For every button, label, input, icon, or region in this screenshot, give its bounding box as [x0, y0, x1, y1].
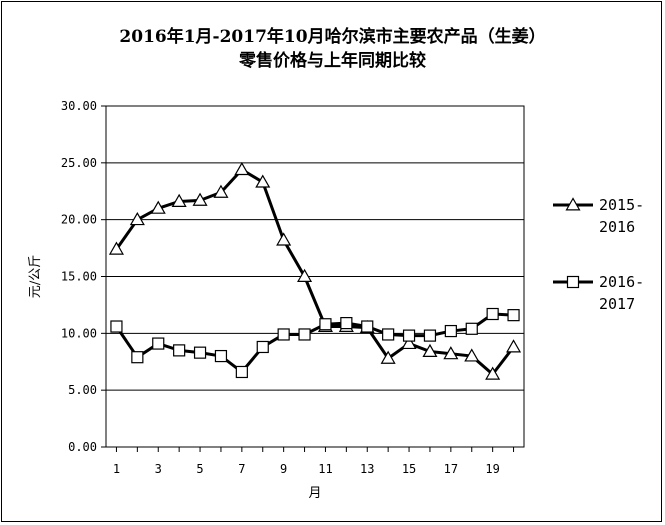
- y-tick-label: 30.00: [61, 99, 97, 113]
- data-point: [213, 184, 229, 198]
- data-point: [131, 351, 144, 364]
- x-tick-label: 17: [444, 462, 458, 476]
- data-point: [297, 268, 313, 282]
- y-tick-label: 15.00: [61, 270, 97, 284]
- data-point: [443, 346, 459, 360]
- x-tick-label: 15: [402, 462, 416, 476]
- y-axis-label: 元/公斤: [28, 255, 43, 298]
- data-point: [506, 339, 522, 353]
- y-tick-label: 0.00: [68, 440, 97, 454]
- data-point: [193, 346, 207, 359]
- series-1: [108, 161, 522, 380]
- legend-marker: [566, 275, 580, 289]
- x-tick-label: 3: [155, 462, 162, 476]
- data-point: [402, 329, 416, 342]
- data-point: [423, 329, 437, 342]
- data-point: [171, 193, 187, 207]
- data-point: [256, 340, 269, 354]
- data-point: [319, 318, 332, 331]
- data-point: [214, 349, 228, 363]
- data-point: [422, 343, 438, 357]
- chart-title-line-2: 零售价格与上年同期比较: [239, 51, 426, 71]
- x-tick-label: 7: [238, 462, 245, 476]
- data-point: [152, 337, 165, 350]
- data-point: [150, 200, 166, 214]
- legend-marker: [565, 197, 581, 211]
- y-tick-label: 5.00: [68, 383, 97, 397]
- series-2: [110, 307, 520, 379]
- data-point: [192, 192, 208, 206]
- legend-label: 2016-: [599, 273, 644, 291]
- data-point: [235, 365, 248, 379]
- data-point: [108, 241, 124, 255]
- data-point: [485, 366, 501, 380]
- grid-lines: [106, 105, 524, 448]
- data-point: [465, 322, 478, 335]
- data-point: [255, 174, 271, 188]
- x-axis-label: 月: [308, 486, 321, 501]
- legend-label: 2016: [599, 218, 635, 236]
- x-tick-label: 13: [360, 462, 374, 476]
- x-tick-label: 1: [113, 462, 120, 476]
- data-point: [277, 328, 290, 341]
- data-point: [129, 211, 145, 226]
- data-point: [486, 307, 499, 321]
- series-line: [115, 312, 514, 374]
- chart-title-line-1: 2016年1月-2017年10月哈尔滨市主要农产品（生姜）: [119, 27, 546, 47]
- data-point: [380, 350, 396, 364]
- x-tick-label: 5: [196, 462, 203, 476]
- legend-label: 2017: [599, 295, 635, 313]
- legend: 2015- 2016 2016- 2017: [553, 196, 644, 313]
- data-point: [276, 232, 292, 246]
- data-point: [401, 335, 417, 350]
- x-axis-ticks: 1 3 5 7 9 11 13 15 17 19: [113, 447, 515, 476]
- data-point: [110, 320, 123, 333]
- series-layer: [108, 161, 522, 380]
- data-point: [382, 328, 395, 341]
- legend-item-2: 2016- 2017: [553, 273, 644, 313]
- x-tick-label: 11: [318, 462, 332, 476]
- data-point: [173, 344, 186, 357]
- y-axis-ticks: 0.00 5.00 10.00 15.00 20.00 25.00 30.00: [61, 99, 106, 454]
- data-point: [298, 328, 311, 341]
- x-tick-label: 19: [485, 462, 499, 476]
- x-tick-label: 9: [280, 462, 287, 476]
- legend-item-1: 2015- 2016: [553, 196, 644, 236]
- data-point: [464, 348, 480, 362]
- y-tick-label: 20.00: [61, 213, 97, 227]
- y-tick-label: 25.00: [61, 156, 97, 170]
- data-point: [234, 161, 250, 176]
- data-point: [444, 324, 457, 338]
- data-point: [361, 320, 374, 333]
- data-point: [507, 309, 520, 322]
- data-point: [340, 317, 353, 330]
- y-tick-label: 10.00: [61, 326, 97, 340]
- legend-label: 2015-: [599, 196, 644, 214]
